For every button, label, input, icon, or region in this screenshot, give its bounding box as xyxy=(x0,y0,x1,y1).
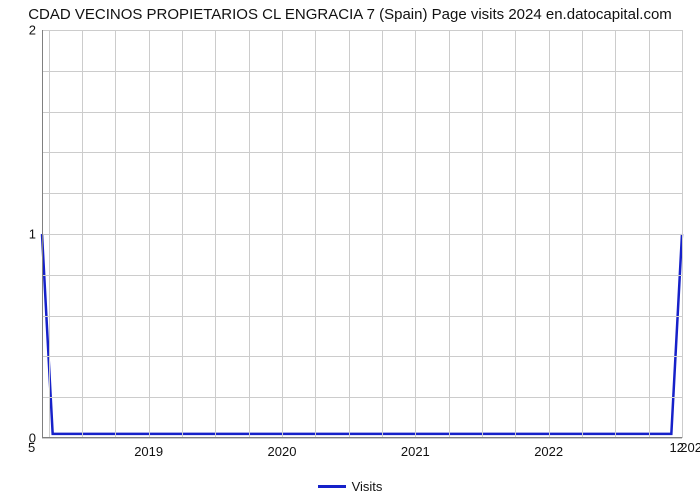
series-line-visits xyxy=(42,234,682,434)
x-tick-label: 2019 xyxy=(134,438,163,459)
gridline-horizontal xyxy=(42,397,682,398)
gridline-horizontal xyxy=(42,356,682,357)
legend: Visits xyxy=(0,479,700,494)
legend-label: Visits xyxy=(352,479,383,494)
x-tick-label: 2021 xyxy=(401,438,430,459)
x-tick-label: 2022 xyxy=(534,438,563,459)
gridline-horizontal xyxy=(42,30,682,31)
gridline-horizontal xyxy=(42,152,682,153)
gridline-horizontal xyxy=(42,316,682,317)
gridline-horizontal xyxy=(42,234,682,235)
y-axis-spine xyxy=(42,30,43,438)
gridline-horizontal xyxy=(42,71,682,72)
plot-area: 0122019202020212022512202 xyxy=(42,30,682,438)
corner-label-bottom-left: 5 xyxy=(28,440,35,455)
y-tick-label: 1 xyxy=(29,227,42,242)
gridline-horizontal xyxy=(42,275,682,276)
legend-swatch xyxy=(318,485,346,488)
gridline-horizontal xyxy=(42,193,682,194)
gridline-vertical xyxy=(682,30,683,438)
corner-label-x-end: 202 xyxy=(680,440,700,455)
gridline-horizontal xyxy=(42,112,682,113)
chart-title: CDAD VECINOS PROPIETARIOS CL ENGRACIA 7 … xyxy=(0,6,700,23)
y-tick-label: 2 xyxy=(29,23,42,38)
x-tick-label: 2020 xyxy=(268,438,297,459)
